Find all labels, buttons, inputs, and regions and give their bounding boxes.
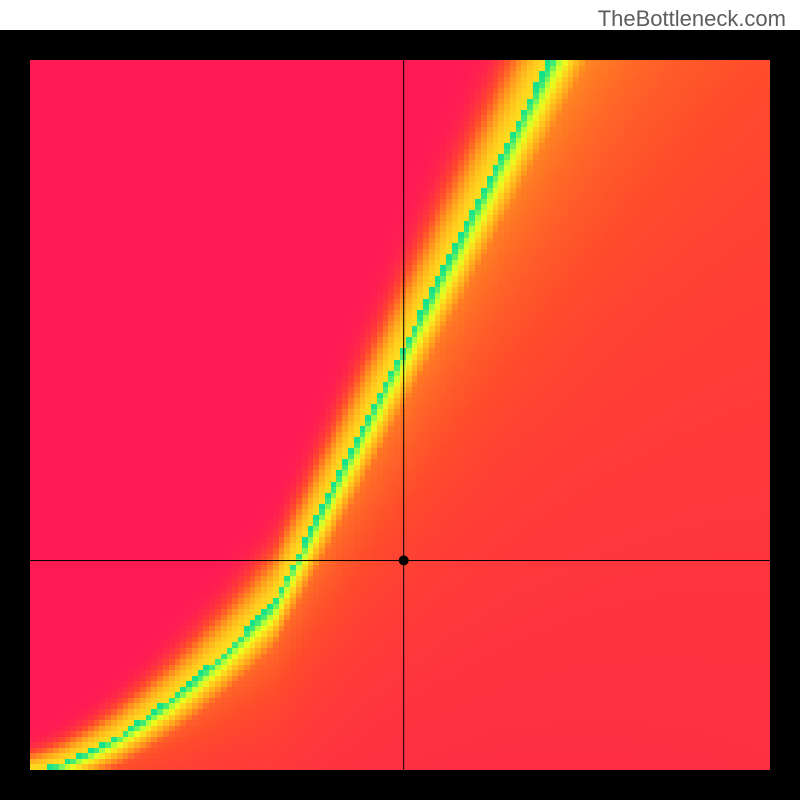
attribution-text: TheBottleneck.com: [598, 6, 786, 32]
plot-frame: [0, 30, 800, 800]
heatmap-canvas: [0, 30, 800, 800]
